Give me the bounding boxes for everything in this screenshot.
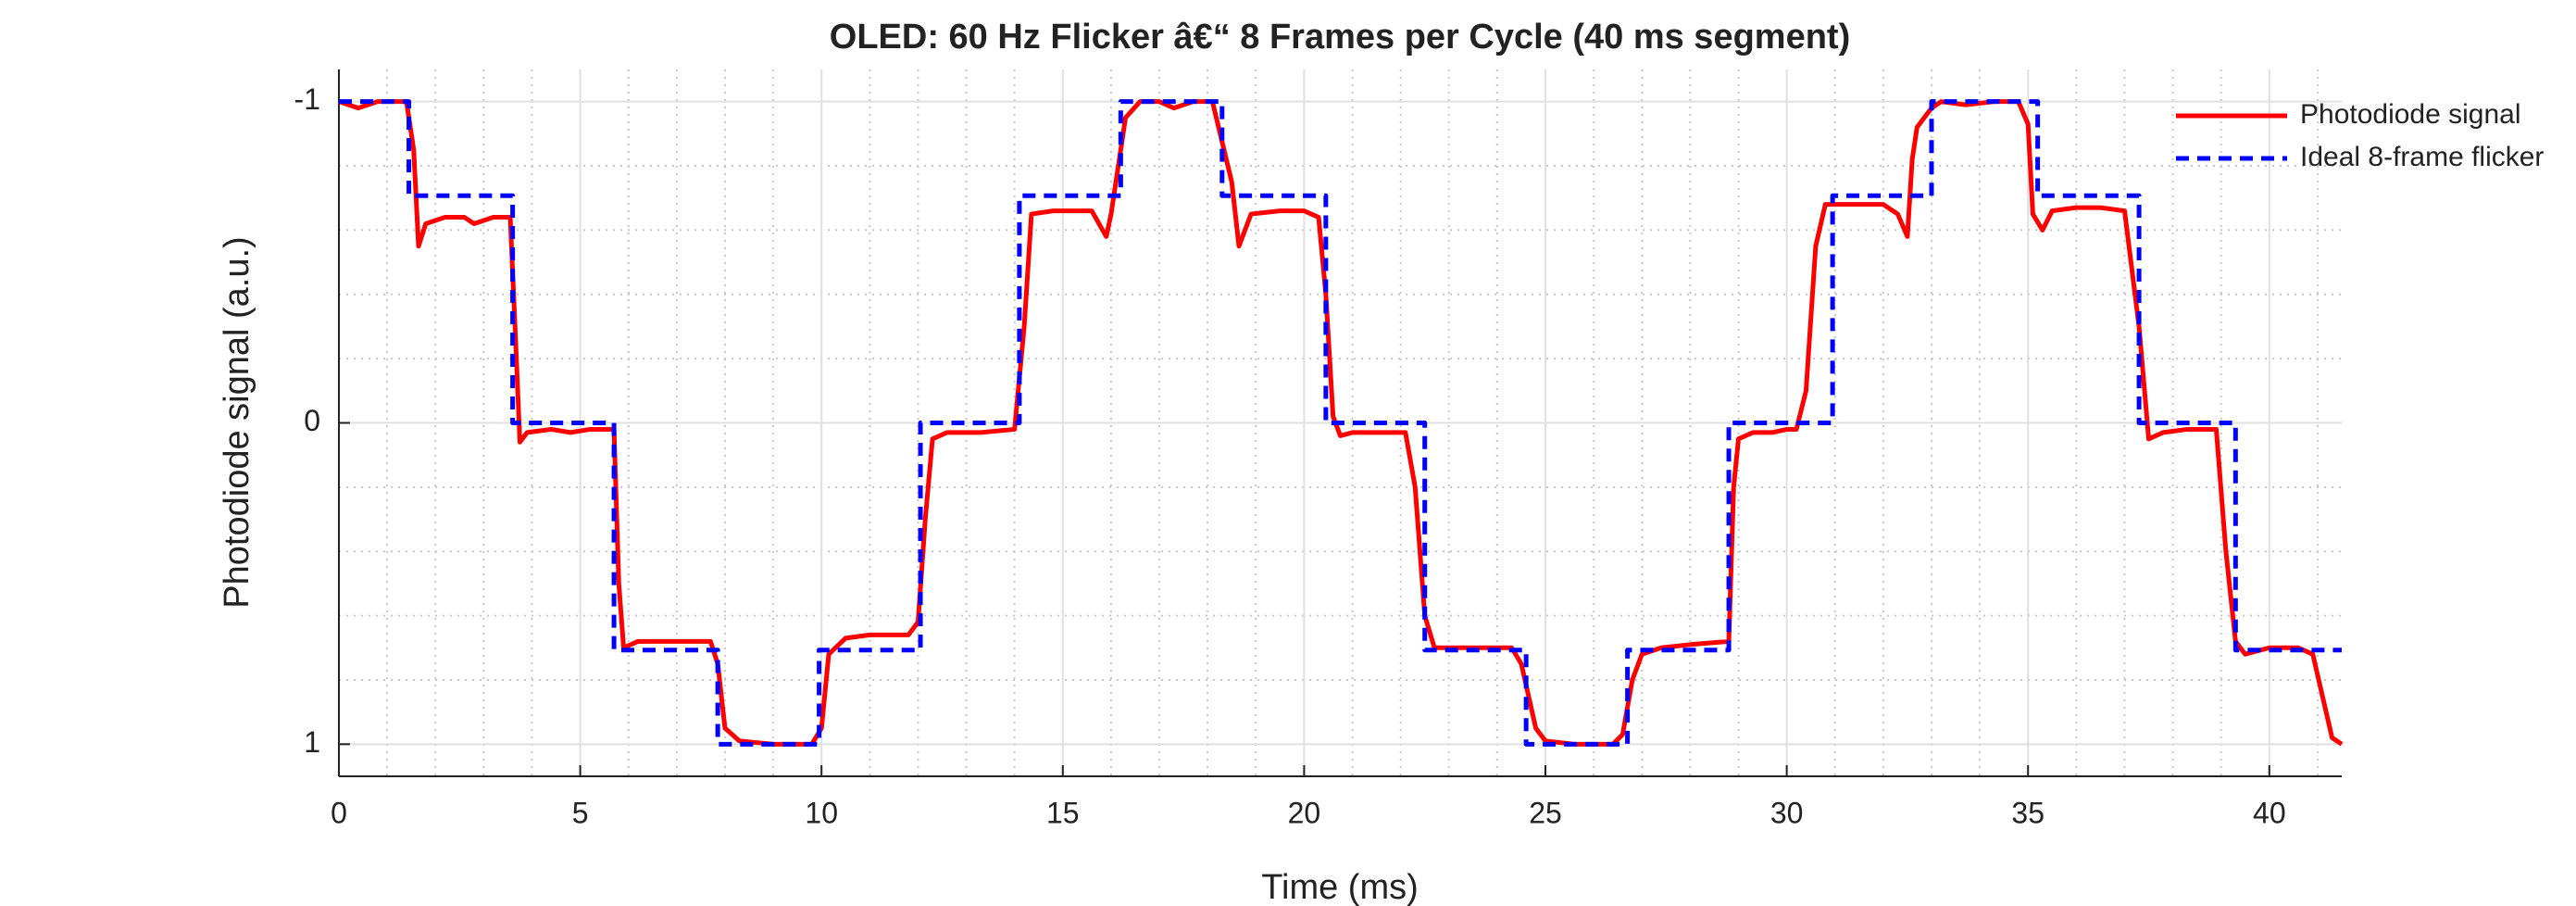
y-tick-label: -1 (294, 82, 320, 116)
series-line (339, 99, 2342, 747)
legend-label: Ideal 8-frame flicker (2300, 142, 2544, 172)
x-tick-label: 25 (1529, 796, 1562, 829)
x-tick-label: 10 (805, 796, 838, 829)
x-tick-label: 40 (2253, 796, 2286, 829)
y-axis-label: Photodiode signal (a.u.) (218, 236, 256, 608)
legend-label: Photodiode signal (2300, 99, 2521, 130)
x-tick-label: 30 (1770, 796, 1804, 829)
x-tick-label: 0 (331, 796, 347, 829)
y-tick-label: 0 (304, 404, 320, 437)
x-tick-label: 5 (572, 796, 589, 829)
x-axis-label: Time (ms) (1261, 868, 1419, 906)
series-line (338, 99, 2344, 747)
y-tick-label: 1 (304, 725, 320, 759)
x-tick-label: 20 (1288, 796, 1321, 829)
x-tick-label: 35 (2011, 796, 2045, 829)
x-tick-label: 15 (1046, 796, 1080, 829)
chart-title: OLED: 60 Hz Flicker â€“ 8 Frames per Cyc… (830, 18, 1850, 57)
